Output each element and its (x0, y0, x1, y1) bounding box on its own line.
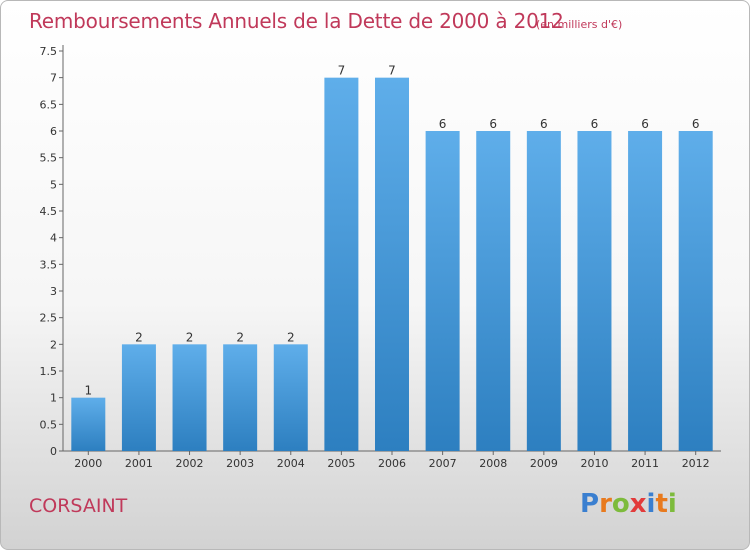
bar (526, 131, 561, 451)
data-label: 7 (388, 64, 396, 78)
data-label: 6 (641, 117, 649, 131)
data-label: 1 (84, 384, 92, 398)
x-tick-label: 2004 (277, 457, 305, 470)
x-tick-label: 2000 (74, 457, 102, 470)
y-tick-label: 3 (50, 285, 57, 298)
logo-letter: x (629, 489, 647, 519)
x-tick-label: 2011 (631, 457, 659, 470)
data-label: 6 (540, 117, 548, 131)
chart-labels: 2000 1 2001 2 2002 2 2003 2 2004 2 2005 7 2006 7 2007 6… (74, 64, 709, 470)
x-tick-label: 2005 (327, 457, 355, 470)
y-tick-label: 4 (50, 232, 57, 245)
x-tick-label: 2010 (580, 457, 608, 470)
y-tick-label: 7.5 (40, 45, 58, 58)
logo-letter: t (655, 489, 668, 519)
y-tick-label: 2 (50, 338, 57, 351)
data-label: 2 (186, 330, 194, 344)
y-tick-label: 1.5 (40, 365, 58, 378)
y-tick-label: 5.5 (40, 152, 58, 165)
bar (476, 131, 511, 451)
logo-letter: P (580, 489, 600, 519)
logo-letter: r (599, 489, 612, 519)
data-label: 6 (591, 117, 599, 131)
data-label: 7 (338, 64, 346, 78)
y-tick-label: 0.5 (40, 418, 58, 431)
x-tick-label: 2001 (125, 457, 153, 470)
bar (71, 397, 106, 451)
y-tick-label: 4.5 (40, 205, 58, 218)
bar (425, 131, 460, 451)
x-tick-label: 2007 (429, 457, 457, 470)
bar (223, 344, 258, 451)
logo-letter: o (611, 489, 630, 519)
x-tick-label: 2002 (176, 457, 204, 470)
data-label: 2 (135, 330, 143, 344)
data-label: 6 (489, 117, 497, 131)
bar (375, 77, 409, 452)
y-tick-label: 6 (50, 125, 57, 138)
chart-bars (71, 77, 713, 452)
x-tick-label: 2012 (682, 457, 710, 470)
y-tick-label: 1 (50, 392, 57, 405)
y-tick-label: 5 (50, 178, 57, 191)
x-tick-label: 2008 (479, 457, 507, 470)
bar (577, 131, 612, 451)
chart-title: Remboursements Annuels de la Dette de 20… (29, 9, 564, 33)
y-tick-label: 6.5 (40, 98, 58, 111)
logo-letter: i (646, 489, 656, 519)
logo-letter: i (667, 489, 677, 519)
bar (121, 344, 156, 451)
y-tick-label: 0 (50, 445, 57, 458)
proxiti-logo: Proxiti (580, 489, 677, 519)
y-tick-label: 3.5 (40, 258, 58, 271)
y-tick-label: 2.5 (40, 312, 58, 325)
data-label: 2 (287, 330, 295, 344)
data-label: 6 (692, 117, 700, 131)
bar (628, 131, 663, 451)
chart-axes: 0 0.5 1 1.5 2 2.5 3 3.5 4 4.5 5 5.5 6 6.5 7 7.5 (40, 45, 721, 458)
x-tick-label: 2009 (530, 457, 558, 470)
chart-subtitle: (en milliers d'€) (536, 18, 623, 31)
data-label: 6 (439, 117, 447, 131)
commune-name: CORSAINT (29, 495, 128, 517)
bar (324, 77, 359, 452)
y-tick-label: 7 (50, 72, 57, 85)
x-tick-label: 2006 (378, 457, 406, 470)
bar (172, 344, 207, 451)
bar (273, 344, 308, 451)
x-tick-label: 2003 (226, 457, 254, 470)
data-label: 2 (236, 330, 244, 344)
bar (678, 131, 713, 451)
